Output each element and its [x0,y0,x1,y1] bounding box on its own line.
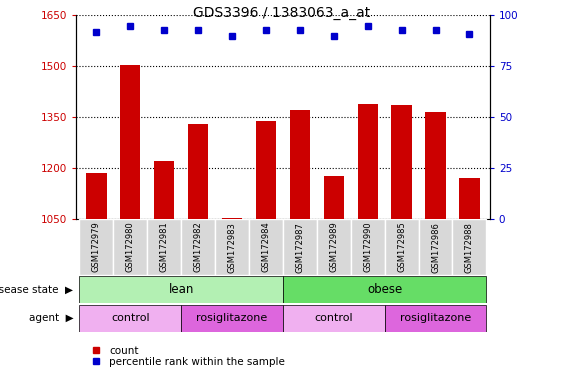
Bar [79,219,113,275]
Text: obese: obese [367,283,403,296]
Bar [222,218,242,219]
Bar [249,219,283,275]
Text: GSM172989: GSM172989 [329,222,338,272]
Bar [181,305,283,332]
Bar [154,161,175,219]
Bar [283,276,486,303]
Text: GSM172990: GSM172990 [363,222,372,272]
Text: GSM172981: GSM172981 [160,222,169,272]
Text: rosiglitazone: rosiglitazone [400,313,471,323]
Text: rosiglitazone: rosiglitazone [196,313,267,323]
Bar [113,219,148,275]
Bar [426,112,446,219]
Bar [148,219,181,275]
Bar [181,219,215,275]
Text: control: control [111,313,150,323]
Bar [453,219,486,275]
Bar [86,173,106,219]
Text: GSM172979: GSM172979 [92,222,101,272]
Bar [459,178,480,219]
Text: lean: lean [168,283,194,296]
Bar [317,219,351,275]
Text: GSM172986: GSM172986 [431,222,440,273]
Text: GSM172987: GSM172987 [296,222,305,273]
Bar [188,124,208,219]
Bar [391,105,412,219]
Bar [324,177,344,219]
Bar [385,305,486,332]
Bar [256,121,276,219]
Text: GSM172985: GSM172985 [397,222,406,272]
Bar [418,219,453,275]
Text: GSM172980: GSM172980 [126,222,135,272]
Bar [290,110,310,219]
Bar [215,219,249,275]
Legend: count, percentile rank within the sample: count, percentile rank within the sample [81,342,289,371]
Bar [79,276,283,303]
Text: GSM172984: GSM172984 [261,222,270,272]
Bar [120,65,140,219]
Text: GSM172983: GSM172983 [227,222,236,273]
Bar [358,104,378,219]
Text: agent  ▶: agent ▶ [29,313,73,323]
Text: disease state  ▶: disease state ▶ [0,285,73,295]
Bar [283,305,385,332]
Text: GDS3396 / 1383063_a_at: GDS3396 / 1383063_a_at [193,6,370,20]
Bar [385,219,418,275]
Text: control: control [315,313,353,323]
Bar [283,219,317,275]
Text: GSM172988: GSM172988 [465,222,474,273]
Bar [351,219,385,275]
Bar [79,305,181,332]
Text: GSM172982: GSM172982 [194,222,203,272]
